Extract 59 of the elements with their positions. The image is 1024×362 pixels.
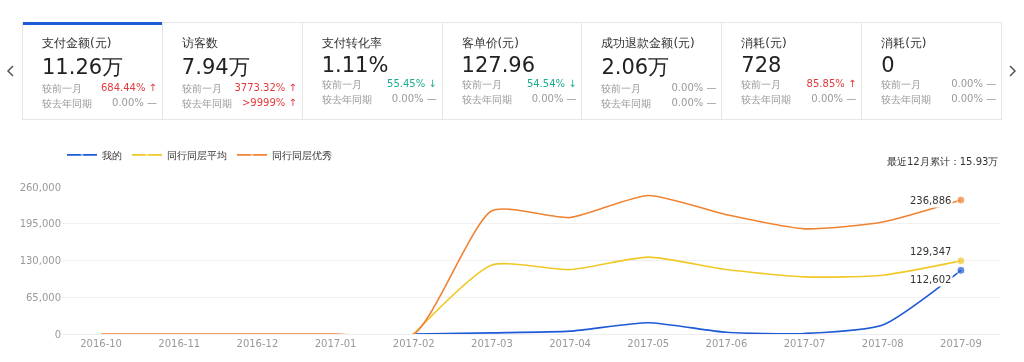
text: 728 <box>741 53 783 77</box>
text: 较去年同期 <box>181 97 232 111</box>
x-tick-label: 2017-03 <box>471 338 513 349</box>
text: 54.54% ↓ <box>526 78 577 91</box>
text: >9999% ↑ <box>241 97 297 110</box>
y-tick-label: 195,000 <box>19 218 61 230</box>
text: 支付金额(元) <box>42 35 113 52</box>
text: 最近12月累计：15.93万 <box>887 156 999 167</box>
text: 访客数 <box>181 35 219 52</box>
x-tick-label: 2017-09 <box>940 338 982 349</box>
text: 0.00% — <box>531 93 577 106</box>
text: 0.00% — <box>112 97 157 110</box>
text: 较去年同期 <box>42 97 92 111</box>
text: 较去年同期 <box>881 93 932 107</box>
x-tick-label: 2017-02 <box>392 338 435 349</box>
data-label: 236,886 <box>910 195 952 206</box>
text: 支付转化率 <box>321 35 383 52</box>
x-tick-label: 2016-11 <box>158 338 201 349</box>
text: 0.00% — <box>671 82 717 95</box>
text: 0.00% — <box>811 93 857 106</box>
legend-label: 同行同层优秀 <box>272 149 332 161</box>
text: 0.00% — <box>951 78 997 91</box>
text: 85.85% ↑ <box>806 78 857 91</box>
text: 7.94万 <box>181 54 251 81</box>
x-tick-label: 2016-12 <box>236 338 279 349</box>
text: 成功退款金额(元) <box>601 35 696 52</box>
legend-label: 我的 <box>102 149 122 161</box>
text: 0 <box>881 53 896 77</box>
text: 0.00% — <box>391 93 437 106</box>
text: 较去年同期 <box>741 93 792 107</box>
text: 684.44% ↑ <box>100 82 157 95</box>
text: 较去年同期 <box>321 93 372 107</box>
y-tick-label: 0 <box>54 328 61 340</box>
text: 消耗(元) <box>741 35 788 52</box>
text: 0.00% — <box>951 93 997 106</box>
text: 较去年同期 <box>461 93 512 107</box>
x-tick-label: 2017-07 <box>783 338 826 349</box>
text: 客单价(元) <box>461 35 520 52</box>
text: 127.96 <box>461 53 537 77</box>
text: 较去年同期 <box>601 97 652 111</box>
legend-label: 同行同层平均 <box>167 149 227 161</box>
x-tick-label: 2017-04 <box>549 338 591 349</box>
y-tick-label: 130,000 <box>19 255 61 266</box>
text: 1.11% <box>321 53 390 77</box>
x-tick-label: 2017-06 <box>705 338 748 349</box>
y-tick-label: 260,000 <box>19 181 61 193</box>
text: 55.45% ↓ <box>387 78 437 91</box>
text: 3773.32% ↑ <box>234 82 297 95</box>
data-label: 129,347 <box>910 246 952 257</box>
text: 0.00% — <box>671 97 717 110</box>
text: 消耗(元) <box>881 35 928 52</box>
x-tick-label: 2017-01 <box>314 338 357 349</box>
text: 11.26万 <box>42 54 125 81</box>
data-label: 112,602 <box>910 274 952 285</box>
x-tick-label: 2017-08 <box>861 338 904 349</box>
text: 2.06万 <box>601 54 671 81</box>
x-tick-label: 2016-10 <box>80 338 122 349</box>
y-tick-label: 65,000 <box>26 291 61 303</box>
x-tick-label: 2017-05 <box>627 338 670 349</box>
